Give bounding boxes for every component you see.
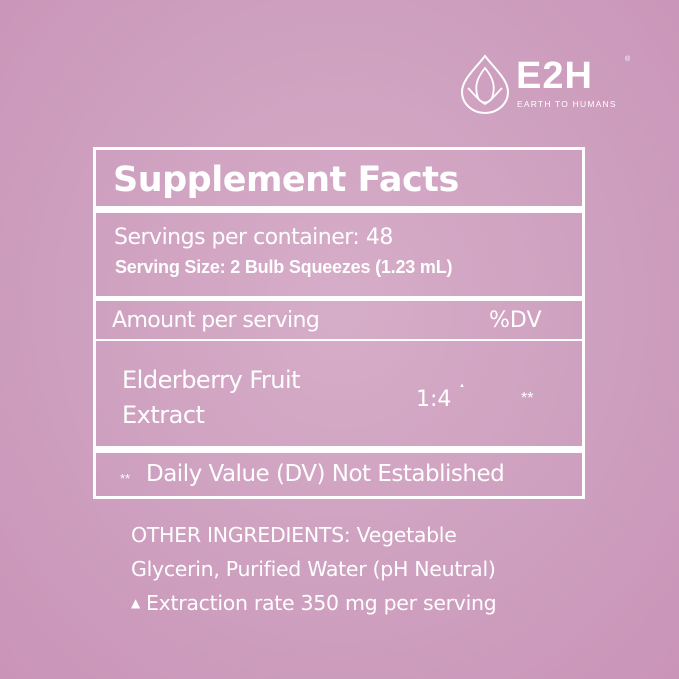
- ingredient-name-line2: Extract: [122, 401, 205, 429]
- servings-per-container: Servings per container: 48: [114, 225, 393, 250]
- panel-title: Supplement Facts: [113, 160, 459, 200]
- extraction-note: Extraction rate 350 mg per serving: [146, 591, 497, 615]
- amount-per-serving-header: Amount per serving: [112, 308, 320, 333]
- dv-header: %DV: [489, 308, 542, 333]
- divider: [96, 339, 582, 341]
- supplement-facts-panel: Supplement Facts Servings per container:…: [93, 147, 585, 499]
- footnote-mark: **: [120, 471, 131, 486]
- serving-size: Serving Size: 2 Bulb Squeezes (1.23 mL): [115, 257, 453, 277]
- registered-mark: ®: [625, 56, 631, 63]
- footnote-text: Daily Value (DV) Not Established: [146, 461, 505, 487]
- brand-logo: E2H ® EARTH TO HUMANS: [460, 54, 630, 114]
- ingredient-name-line1: Elderberry Fruit: [122, 366, 301, 394]
- divider: [96, 206, 582, 213]
- triangle-icon: ▲: [459, 383, 465, 389]
- ingredient-amount: 1:4: [416, 387, 452, 412]
- brand-name: E2H: [516, 55, 593, 97]
- lotus-drop-icon: [460, 54, 510, 114]
- brand-tagline: EARTH TO HUMANS: [517, 99, 617, 109]
- other-ingredients-line2: Glycerin, Purified Water (pH Neutral): [131, 557, 496, 581]
- triangle-icon: ▲: [131, 596, 140, 610]
- ingredient-dv: **: [521, 390, 534, 407]
- divider: [96, 296, 582, 301]
- other-ingredients-line1: OTHER INGREDIENTS: Vegetable: [131, 523, 457, 547]
- divider: [96, 446, 582, 453]
